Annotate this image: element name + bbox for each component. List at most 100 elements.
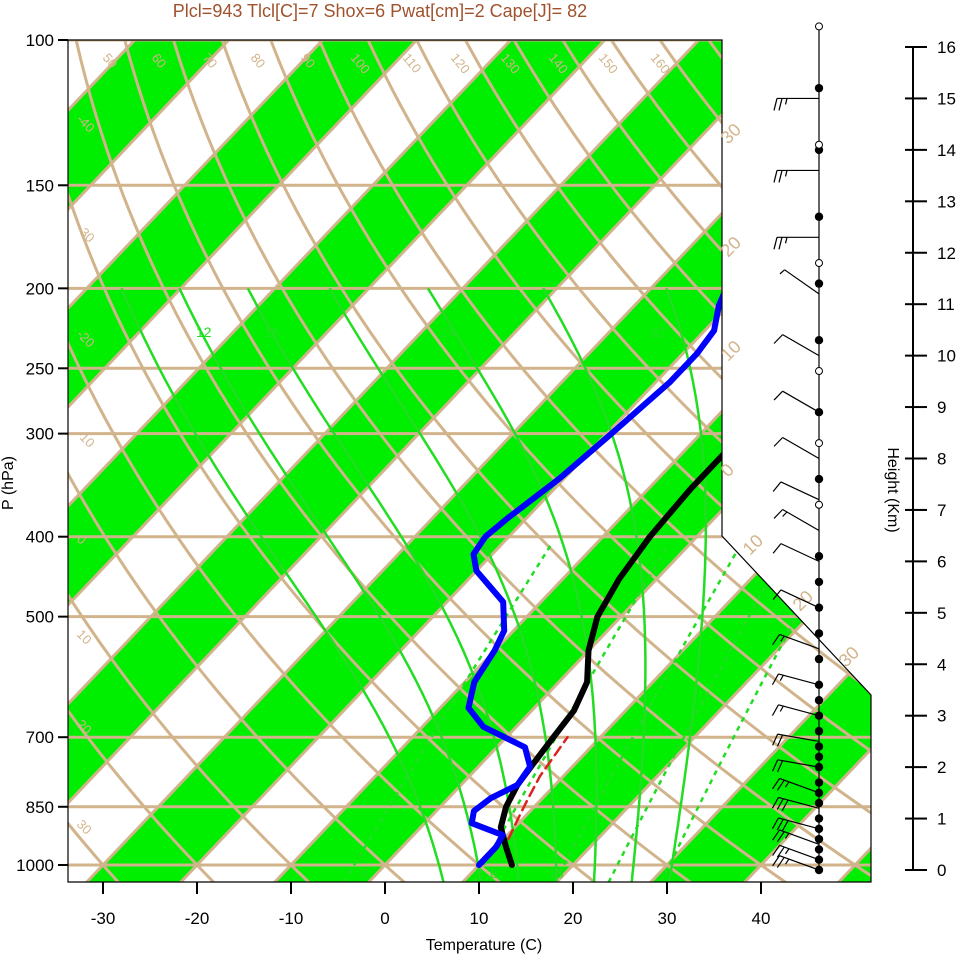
barb-flag (773, 509, 784, 519)
x-tick-label: -20 (185, 909, 210, 928)
height-tick-label: 5 (937, 604, 946, 623)
dry-adiabat (506, 40, 871, 882)
parcel-line (507, 735, 569, 841)
height-tick-label: 4 (937, 655, 946, 674)
barb-flag (772, 855, 781, 867)
barb-flag (772, 829, 781, 841)
temp-line-label: -10 (74, 427, 98, 451)
barb-half-flag (779, 674, 784, 681)
barb-half-flag (779, 705, 784, 712)
dry-adiabat-label: 120 (448, 50, 473, 76)
barb-flag (772, 589, 782, 600)
barb-flag (773, 170, 778, 183)
barb-shaft (780, 543, 820, 562)
isotherm (68, 40, 334, 882)
wind-barb (773, 334, 820, 357)
chart-title: Plcl=943 Tlcl[C]=7 Shox=6 Pwat[cm]=2 Cap… (173, 1, 587, 21)
barb-half-flag (780, 635, 785, 642)
isotherm (68, 40, 616, 882)
x-tick-label: 30 (658, 909, 677, 928)
height-tick-label: 16 (937, 38, 956, 57)
barb-flag (772, 778, 781, 790)
height-dot (814, 845, 824, 854)
wind-barb (772, 733, 820, 747)
barb-shaft (784, 269, 820, 295)
barb-flag (776, 818, 784, 831)
barb-flag (771, 673, 779, 686)
barb-half-flag (784, 170, 788, 177)
barb-flag (773, 98, 778, 111)
barb-shaft (782, 436, 820, 460)
barb-shaft (782, 390, 820, 413)
dry-adiabat (68, 40, 504, 882)
mixing-ratio-line (659, 544, 836, 882)
moist-adiabat (120, 287, 445, 882)
p-tick-label: 850 (26, 798, 54, 817)
dry-adiabat (265, 40, 871, 882)
height-dot (814, 577, 824, 587)
wind-barb (779, 269, 820, 295)
height-dot (814, 778, 824, 787)
barb-half-flag (784, 833, 790, 839)
mixing-ratio-line (607, 544, 790, 882)
barb-flag (781, 820, 789, 832)
barb-shaft (779, 633, 820, 650)
isotherm-edge-label: 10 (739, 531, 767, 559)
height-dot (814, 629, 824, 638)
dry-adiabat-label: 150 (596, 50, 621, 76)
wind-barb (772, 829, 820, 845)
moist-adiabat (665, 287, 708, 882)
height-dot (814, 752, 824, 762)
y-axis-title: P (hPa) (0, 456, 17, 510)
dry-adiabat (68, 40, 409, 882)
wind-barb (771, 673, 820, 686)
barb-flag (778, 170, 783, 183)
barb-half-flag (784, 98, 788, 105)
height-circle (815, 439, 823, 448)
barb-flag (776, 779, 785, 791)
mixing-ratio-label: 24 (440, 324, 456, 340)
height-tick-label: 10 (937, 347, 956, 366)
height-tick-label: 2 (937, 758, 946, 777)
wind-barb (772, 844, 820, 861)
wind-barb (772, 759, 820, 773)
barb-flag (773, 237, 778, 250)
barb-flag (771, 704, 779, 716)
temp-band (262, 40, 871, 882)
barb-shaft (778, 673, 820, 686)
height-circle (815, 500, 823, 509)
height-dot (814, 212, 824, 221)
barb-flag (773, 390, 784, 401)
barb-shaft (778, 796, 820, 809)
barb-flag (776, 846, 785, 858)
height-tick-label: 1 (937, 810, 946, 829)
isotherm (637, 40, 871, 882)
mixing-ratio-line (553, 544, 742, 882)
isotherm (543, 40, 871, 882)
height-tick-label: 3 (937, 707, 946, 726)
barb-shaft (777, 759, 820, 768)
isotherm (68, 40, 240, 882)
barb-shaft (779, 855, 820, 871)
barb-shaft (779, 777, 820, 794)
barb-half-flag (784, 237, 788, 244)
mixing-ratio-label: 32 (650, 324, 666, 340)
height-circle (815, 22, 823, 31)
barb-half-flag (784, 858, 790, 865)
barb-half-flag (779, 269, 785, 275)
barb-shaft (780, 481, 820, 501)
height-dot (814, 696, 824, 705)
wind-barb (771, 704, 820, 717)
mixing-ratio-label: 16 (264, 324, 280, 340)
p-tick-label: 1000 (16, 856, 54, 875)
dry-adiabat (313, 40, 871, 882)
height-tick-label: 0 (937, 861, 946, 880)
barb-flag (776, 798, 784, 810)
height-tick-label: 14 (937, 141, 956, 160)
mixing-ratio-line (342, 544, 552, 882)
temp-band (68, 40, 615, 882)
wind-barb (773, 169, 819, 183)
height-tick-label: 12 (937, 244, 956, 263)
isotherm-edge-label: 10 (717, 337, 745, 365)
